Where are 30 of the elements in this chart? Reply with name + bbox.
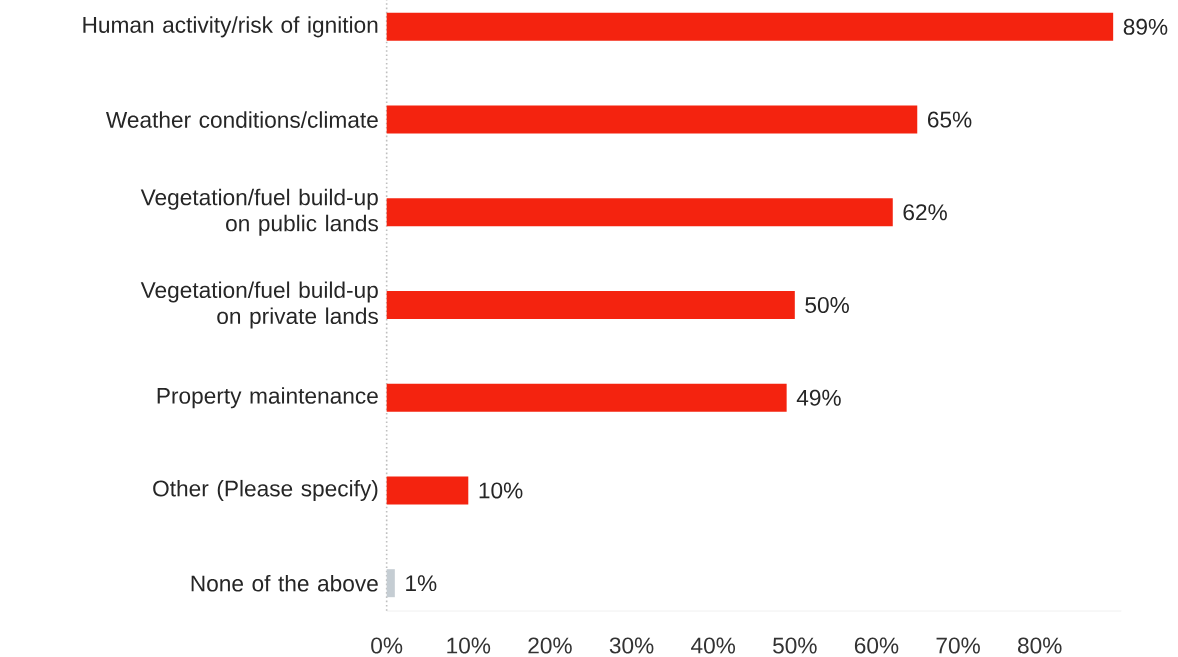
x-tick-label: 30%: [609, 637, 654, 654]
data-label: 1%: [406, 575, 437, 592]
y-tick-label: Other (Please specify): [153, 479, 378, 502]
data-label: 62%: [903, 204, 947, 221]
x-tick-label: 10%: [447, 637, 491, 654]
bar: [386, 291, 795, 320]
bar: [386, 105, 918, 134]
x-tick-label: 40%: [691, 637, 736, 654]
bar: [386, 476, 469, 505]
x-tick-label: 0%: [371, 637, 403, 654]
bar: [386, 12, 1114, 41]
x-tick-label: 60%: [854, 637, 899, 654]
data-label: 89%: [1123, 18, 1168, 35]
y-tick-label: Property maintenance: [157, 387, 378, 409]
x-tick-label: 50%: [773, 637, 817, 654]
bar: [386, 198, 893, 227]
y-tick-label: Human activity/risk of ignition: [83, 16, 378, 38]
data-label: 65%: [928, 111, 972, 128]
bar: [386, 569, 395, 598]
x-tick-label: 70%: [936, 637, 980, 654]
y-tick-label: Vegetation/fuel build-up on private lands: [140, 281, 378, 329]
x-tick-label: 80%: [1018, 637, 1062, 654]
y-tick-label: Vegetation/fuel build-up on public lands: [140, 188, 378, 236]
y-tick-label: Weather conditions/climate: [105, 111, 378, 128]
data-label: 50%: [805, 296, 849, 314]
x-tick-label: 20%: [528, 637, 572, 654]
data-label: 10%: [479, 482, 523, 499]
bar: [386, 383, 787, 412]
y-tick-label: None of the above: [191, 574, 378, 592]
data-label: 49%: [796, 389, 841, 406]
